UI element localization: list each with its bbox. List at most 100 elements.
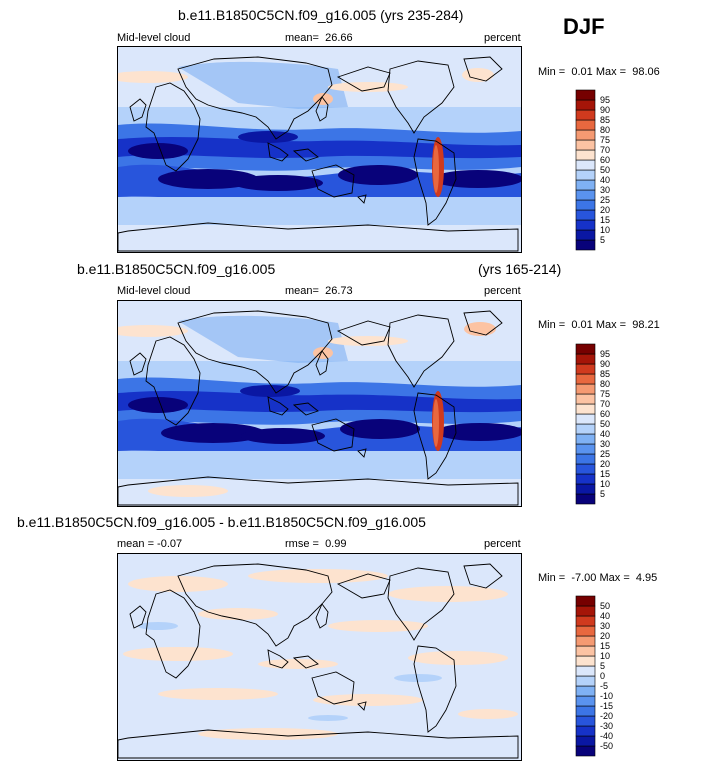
coastline [357,448,367,458]
map-contour-region [462,68,494,82]
coastline [311,164,355,198]
map-contour-region [408,651,508,665]
colorbar-tick-label: 20 [600,631,610,641]
coastline [129,605,147,629]
colorbar-tick-label: 85 [600,369,610,379]
colorbar-tick-label: 40 [600,611,610,621]
colorbar-swatch [575,383,596,395]
colorbar-tick-label: 75 [600,135,610,145]
map-contour-region [340,419,420,439]
panel-2-min-value: 0.01 [571,319,593,331]
map-contour-region [198,608,278,620]
map-contour-region [178,61,348,109]
panel-3-max-value: 4.95 [635,572,658,584]
colorbar-swatch [575,473,596,485]
colorbar-swatch [575,229,596,241]
colorbar-swatch [575,443,596,455]
map-contour-region [128,143,188,159]
map-contour-region [338,165,418,185]
panel-3-colorbar: -50 -40 -30 -20 -15 -10 -5 0 5 10 15 20 30 40 50 [575,595,616,757]
panel-1-min-label: Min = [538,66,566,78]
map-contour-region [328,82,408,92]
colorbar-tick-label: 20 [600,205,610,215]
panel-3-units: percent [484,538,521,550]
colorbar-swatch [575,423,596,435]
coastline [129,98,147,122]
colorbar-swatch [575,219,596,231]
panel-3-max-label: Max = [599,572,630,584]
map-contour-region [464,322,496,336]
panel-1-min-value: 0.01 [571,66,593,78]
map-contour-region [161,423,265,443]
colorbar-tick-label: 40 [600,429,610,439]
coastline [177,563,333,647]
coastline [315,350,329,376]
panel-2-variable: Mid-level cloud [117,285,191,297]
panel-3-rmse-value: 0.99 [325,538,347,550]
colorbar-swatch [575,675,596,687]
colorbar-tick-label: -20 [600,711,613,721]
colorbar-swatch [575,645,596,657]
colorbar-swatch [575,483,596,495]
colorbar-tick-label: 30 [600,621,610,631]
colorbar-swatch [575,209,596,221]
map-contour-region [328,336,408,346]
colorbar-tick-label: 50 [600,419,610,429]
colorbar-swatch [575,715,596,727]
coastline [463,563,503,589]
colorbar-swatch [575,605,596,617]
colorbar-swatch [575,149,596,161]
coastline [177,56,333,140]
colorbar-tick-label: 70 [600,145,610,155]
colorbar-swatch [575,179,596,191]
panel-1-map [117,46,522,253]
colorbar-tick-label: -40 [600,731,613,741]
colorbar-swatch [575,119,596,131]
colorbar-tick-label: 15 [600,469,610,479]
map-contour-region [158,169,258,189]
panel-1-minmax: Min = 0.01 Max = 98.06 [538,67,660,78]
season-label: DJF [563,14,605,39]
map-contour-region [198,728,338,740]
colorbar-tick-label: -10 [600,691,613,701]
panel-3-rmse: rmse = 0.99 [285,539,346,550]
coastline [336,573,391,599]
map-contour-region [328,620,428,632]
colorbar-swatch [575,595,596,607]
coastline [118,222,519,252]
map-contour-region [241,428,325,444]
map-contour-region [233,175,323,191]
map-contour-region [313,694,423,706]
coastline [267,142,289,162]
colorbar-tick-label: 30 [600,185,610,195]
colorbar-swatch [575,625,596,637]
map-contour-region [240,385,300,397]
coastline [357,194,367,204]
coastline [311,671,355,705]
colorbar-tick-label: 15 [600,641,610,651]
colorbar-tick-label: 5 [600,489,605,499]
colorbar-tick-label: 75 [600,389,610,399]
colorbar-tick-label: 40 [600,175,610,185]
coastline [315,603,329,629]
coastline [413,138,457,226]
coastline [145,589,201,679]
colorbar-tick-label: 95 [600,95,610,105]
panel-1-title: b.e11.B1850C5CN.f09_g16.005 (yrs 235-284… [178,7,464,23]
colorbar-swatch [575,655,596,667]
map-contour-region [433,399,439,447]
panel-2-max-label: Max = [595,319,627,331]
coastline [336,66,391,92]
coastline [336,320,391,346]
colorbar-tick-label: 90 [600,359,610,369]
panel-3-rmse-label: rmse = [285,538,319,550]
panel-2-map [117,300,522,507]
colorbar-swatch [575,139,596,151]
panel-3-map [117,553,522,761]
colorbar-tick-label: -15 [600,701,613,711]
colorbar-tick-label: 80 [600,379,610,389]
map-contour-region [308,715,348,721]
map-contour-region [394,674,442,682]
map-contour-region [433,170,521,188]
colorbar-swatch [575,463,596,475]
